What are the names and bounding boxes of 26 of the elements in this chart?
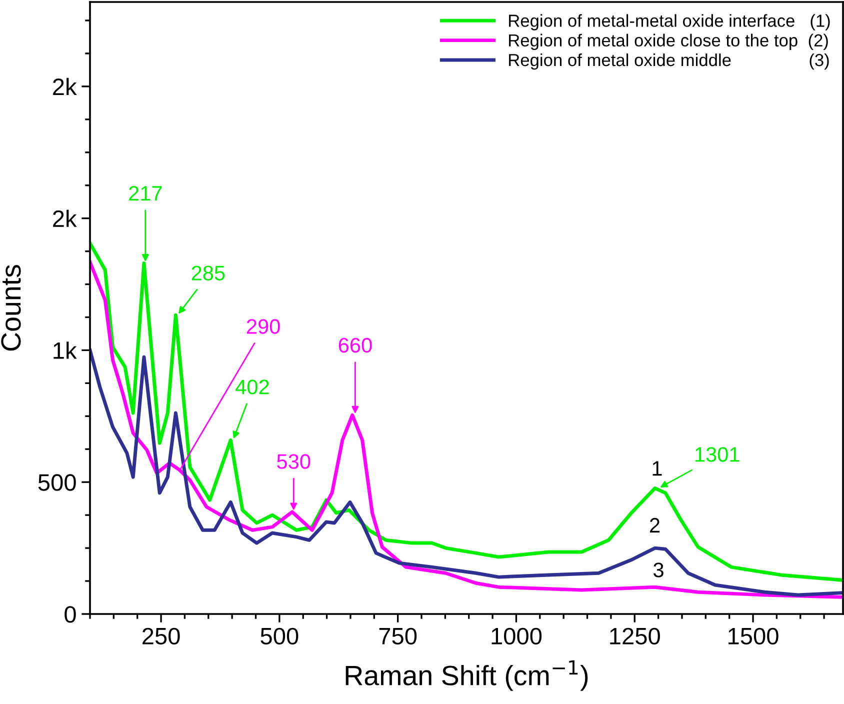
annotation: 530 <box>277 454 310 469</box>
annotation: 290 <box>246 319 280 334</box>
x-tick-label: 1250 <box>610 628 660 645</box>
annotation: 1 <box>652 461 662 476</box>
x-tick-label: 750 <box>379 628 417 645</box>
x-tick-label: 250 <box>142 628 180 645</box>
annotation: 285 <box>192 266 225 280</box>
legend-label: Region of metal oxide middle (3) <box>509 53 829 70</box>
y-axis-title: Counts <box>1 264 21 351</box>
y-tick-label: 1k <box>54 342 77 359</box>
annotation: 217 <box>129 186 162 200</box>
y-tick-label: 0 <box>64 606 76 623</box>
x-tick-label: 500 <box>260 628 298 645</box>
y-tick-label: 500 <box>38 474 76 491</box>
annotation: 402 <box>236 380 269 394</box>
legend-label: Region of metal-metal oxide interface (1) <box>509 14 830 30</box>
y-tick-label: 2k <box>53 210 77 227</box>
legend-label: Region of metal oxide close to the top (2) <box>509 34 828 50</box>
annotation: 660 <box>338 338 372 353</box>
x-tick-label: 1500 <box>728 628 778 645</box>
annotation: 1301 <box>696 447 740 462</box>
x-axis-title: Raman Shift (cm$^{−1}$) <box>346 660 588 691</box>
y-tick-label: 2k <box>53 78 77 95</box>
x-tick-label: 1000 <box>492 628 542 645</box>
annotation: 3 <box>654 562 664 578</box>
annotation: 2 <box>650 518 660 532</box>
